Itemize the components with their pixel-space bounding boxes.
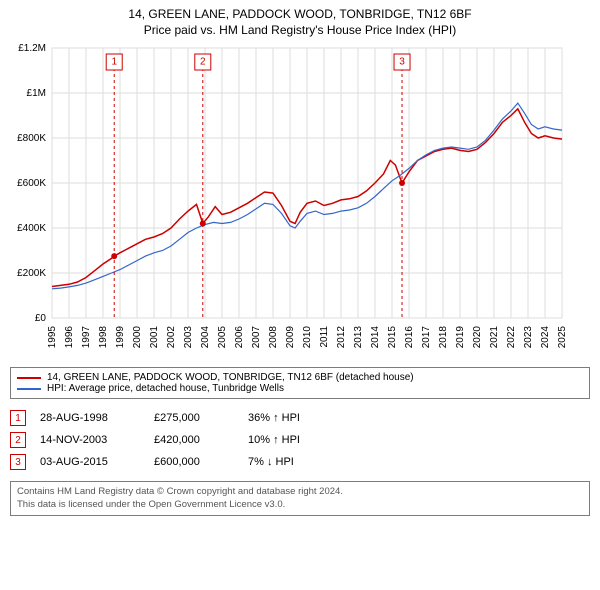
sale-price: £600,000: [154, 456, 234, 468]
chart-area: £0 £200K £400K £600K £800K £1M £1.2M 1995 1996 19…: [10, 42, 590, 357]
attribution-footer: Contains HM Land Registry data © Crown c…: [10, 481, 590, 516]
svg-text:£1M: £1M: [27, 88, 46, 99]
legend-swatch: [17, 377, 41, 379]
sale-marker: 1: [10, 410, 26, 426]
sale-delta: 36% ↑ HPI: [248, 412, 328, 424]
svg-text:2003: 2003: [183, 326, 194, 349]
sale-delta: 7% ↓ HPI: [248, 456, 328, 468]
svg-text:2021: 2021: [489, 326, 500, 349]
sale-date: 14-NOV-2003: [40, 434, 140, 446]
footer-line-2: This data is licensed under the Open Gov…: [17, 499, 583, 511]
sale-marker: 2: [10, 432, 26, 448]
svg-text:2016: 2016: [404, 326, 415, 349]
legend-label: 14, GREEN LANE, PADDOCK WOOD, TONBRIDGE,…: [47, 372, 414, 383]
legend-label: HPI: Average price, detached house, Tunb…: [47, 383, 284, 394]
svg-text:2010: 2010: [302, 326, 313, 349]
svg-text:2012: 2012: [336, 326, 347, 349]
legend: 14, GREEN LANE, PADDOCK WOOD, TONBRIDGE,…: [10, 367, 590, 399]
title-line-2: Price paid vs. HM Land Registry's House …: [10, 22, 590, 38]
svg-text:2009: 2009: [285, 326, 296, 349]
svg-text:1995: 1995: [47, 326, 58, 349]
svg-text:£200K: £200K: [17, 268, 46, 279]
svg-text:2017: 2017: [421, 326, 432, 349]
svg-text:1996: 1996: [64, 326, 75, 349]
footer-line-1: Contains HM Land Registry data © Crown c…: [17, 486, 583, 498]
table-row: 1 28-AUG-1998 £275,000 36% ↑ HPI: [10, 407, 590, 429]
table-row: 2 14-NOV-2003 £420,000 10% ↑ HPI: [10, 429, 590, 451]
svg-text:2004: 2004: [200, 326, 211, 349]
svg-text:2025: 2025: [557, 326, 568, 349]
svg-text:1998: 1998: [98, 326, 109, 349]
table-row: 3 03-AUG-2015 £600,000 7% ↓ HPI: [10, 451, 590, 473]
svg-text:2007: 2007: [251, 326, 262, 349]
svg-text:2018: 2018: [438, 326, 449, 349]
svg-text:2011: 2011: [319, 326, 330, 348]
sale-price: £420,000: [154, 434, 234, 446]
title-line-1: 14, GREEN LANE, PADDOCK WOOD, TONBRIDGE,…: [10, 6, 590, 22]
svg-text:£0: £0: [35, 313, 47, 324]
svg-text:2002: 2002: [166, 326, 177, 349]
svg-text:1999: 1999: [115, 326, 126, 349]
svg-text:2019: 2019: [455, 326, 466, 349]
svg-text:2015: 2015: [387, 326, 398, 349]
chart-titles: 14, GREEN LANE, PADDOCK WOOD, TONBRIDGE,…: [10, 6, 590, 38]
svg-text:1: 1: [111, 57, 117, 68]
svg-text:1997: 1997: [81, 326, 92, 349]
sale-date: 28-AUG-1998: [40, 412, 140, 424]
svg-text:2020: 2020: [472, 326, 483, 349]
svg-text:2024: 2024: [540, 326, 551, 349]
svg-text:£800K: £800K: [17, 133, 46, 144]
svg-text:£1.2M: £1.2M: [18, 43, 46, 54]
sale-price: £275,000: [154, 412, 234, 424]
sale-date: 03-AUG-2015: [40, 456, 140, 468]
svg-text:£400K: £400K: [17, 223, 46, 234]
svg-text:2008: 2008: [268, 326, 279, 349]
svg-text:3: 3: [399, 57, 405, 68]
svg-text:2022: 2022: [506, 326, 517, 349]
sale-marker: 3: [10, 454, 26, 470]
svg-text:2000: 2000: [132, 326, 143, 349]
svg-text:2023: 2023: [523, 326, 534, 349]
sale-delta: 10% ↑ HPI: [248, 434, 328, 446]
legend-item: 14, GREEN LANE, PADDOCK WOOD, TONBRIDGE,…: [17, 372, 583, 383]
legend-item: HPI: Average price, detached house, Tunb…: [17, 383, 583, 394]
legend-swatch: [17, 388, 41, 390]
svg-text:2014: 2014: [370, 326, 381, 349]
svg-text:2: 2: [200, 57, 206, 68]
svg-text:2013: 2013: [353, 326, 364, 349]
svg-text:2001: 2001: [149, 326, 160, 349]
svg-text:£600K: £600K: [17, 178, 46, 189]
svg-text:2006: 2006: [234, 326, 245, 349]
line-chart: £0 £200K £400K £600K £800K £1M £1.2M 1995 1996 19…: [10, 42, 570, 352]
svg-text:2005: 2005: [217, 326, 228, 349]
sales-table: 1 28-AUG-1998 £275,000 36% ↑ HPI 2 14-NO…: [10, 407, 590, 473]
